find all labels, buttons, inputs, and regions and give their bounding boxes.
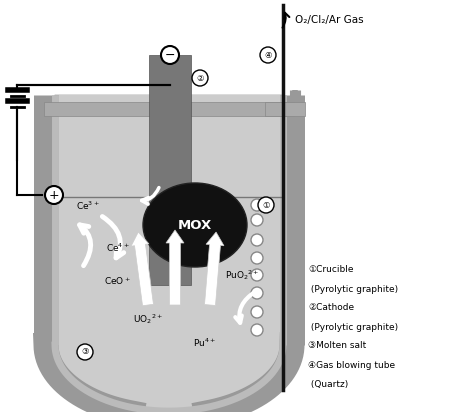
- Circle shape: [45, 186, 63, 204]
- Circle shape: [258, 197, 274, 213]
- Text: $\mathregular{CeO}^+$: $\mathregular{CeO}^+$: [104, 275, 131, 287]
- Text: ②: ②: [196, 73, 204, 82]
- FancyArrow shape: [204, 232, 224, 305]
- Circle shape: [251, 199, 263, 211]
- Circle shape: [251, 324, 263, 336]
- Bar: [149, 55, 191, 285]
- Circle shape: [251, 252, 263, 264]
- Circle shape: [77, 344, 93, 360]
- Text: (Pyrolytic graphite): (Pyrolytic graphite): [308, 285, 398, 293]
- Ellipse shape: [143, 183, 247, 267]
- Circle shape: [251, 269, 263, 281]
- Text: (Pyrolytic graphite): (Pyrolytic graphite): [308, 323, 398, 332]
- Text: ④: ④: [264, 51, 272, 59]
- Text: $\mathregular{PuO_2}^{2+}$: $\mathregular{PuO_2}^{2+}$: [225, 268, 259, 281]
- Text: O₂/Cl₂/Ar Gas: O₂/Cl₂/Ar Gas: [295, 15, 364, 25]
- Text: ④Gas blowing tube: ④Gas blowing tube: [308, 360, 395, 370]
- Circle shape: [260, 47, 276, 63]
- FancyArrow shape: [131, 232, 154, 306]
- Bar: [265, 102, 305, 116]
- Text: (Quartz): (Quartz): [308, 379, 348, 389]
- Circle shape: [251, 287, 263, 299]
- Circle shape: [251, 214, 263, 226]
- Text: ③: ③: [81, 347, 89, 356]
- Text: ③Molten salt: ③Molten salt: [308, 342, 366, 351]
- Circle shape: [251, 234, 263, 246]
- FancyArrow shape: [166, 230, 184, 305]
- Text: $\mathregular{Pu}^{4+}$: $\mathregular{Pu}^{4+}$: [193, 337, 217, 349]
- Text: MOX: MOX: [178, 218, 212, 232]
- Text: ①Crucible: ①Crucible: [308, 265, 354, 274]
- Text: ②Cathode: ②Cathode: [308, 304, 354, 312]
- Text: +: +: [49, 189, 59, 201]
- Circle shape: [161, 46, 179, 64]
- Text: $\mathregular{Ce}^{3+}$: $\mathregular{Ce}^{3+}$: [76, 199, 100, 212]
- Bar: [44, 102, 294, 116]
- Text: $\mathregular{UO_2}^{2+}$: $\mathregular{UO_2}^{2+}$: [133, 311, 163, 325]
- Text: $\mathregular{Ce}^{4+}$: $\mathregular{Ce}^{4+}$: [106, 241, 130, 254]
- Text: −: −: [165, 49, 175, 61]
- Circle shape: [251, 306, 263, 318]
- Polygon shape: [55, 95, 283, 411]
- Circle shape: [192, 70, 208, 86]
- Text: ①: ①: [262, 201, 270, 209]
